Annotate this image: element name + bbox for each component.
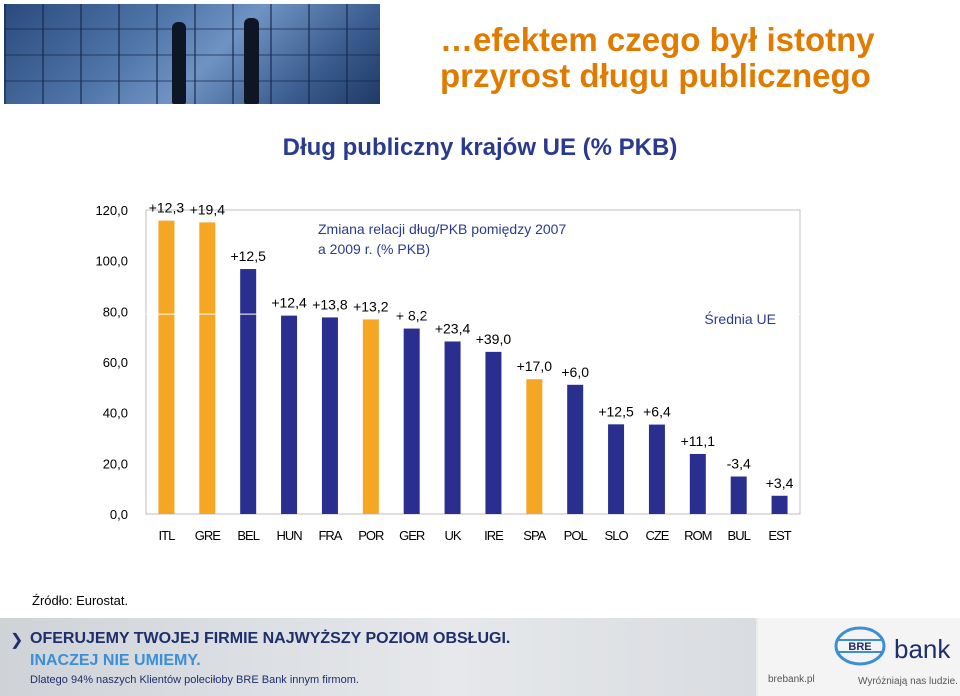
change-label: + 8,2 [396,308,428,324]
y-tick-label: 20,0 [103,456,128,471]
chart-title: Dług publiczny krajów UE (% PKB) [282,134,678,161]
source-note: Źródło: Eurostat. [32,593,129,608]
bar-por [362,319,379,514]
x-tick-label: FRA [318,528,342,543]
bank-slogan: Wyróżniają nas ludzie. [858,676,958,687]
x-tick-label: SPA [523,528,546,543]
x-tick-label: SLO [605,528,629,543]
x-tick-label: IRE [484,528,504,543]
person-silhouette-right [244,18,259,104]
x-tick-label: GER [399,528,425,543]
bar-itl [158,220,175,514]
bar-est [771,495,788,514]
x-tick-label: UK [445,528,462,543]
change-label: +39,0 [476,331,512,347]
change-label: -3,4 [727,456,751,472]
change-label: +12,4 [271,295,307,311]
bar-rom [689,453,706,514]
y-tick-label: 80,0 [103,304,128,319]
change-label: +11,1 [681,433,716,449]
x-tick-label: CZE [645,528,669,543]
y-tick-label: 120,0 [95,203,128,218]
footer-line3: Dlatego 94% naszych Klientów poleciłoby … [30,674,359,686]
bank-name: bank [894,634,951,664]
bar-hun [281,315,298,514]
x-tick-label: EST [768,528,791,543]
change-label: +3,4 [766,475,794,491]
svg-text:BRE: BRE [848,641,871,653]
average-label: Średnia UE [704,310,776,327]
bar-gre [199,222,216,514]
annotation-line2: a 2009 r. (% PKB) [318,241,430,257]
y-tick-label: 100,0 [95,254,128,269]
y-tick-label: 0,0 [110,507,128,522]
y-tick-label: 40,0 [103,406,128,421]
bar-spa [526,379,543,514]
plot-frame [145,209,801,515]
x-tick-label: ROM [684,528,712,543]
bar-uk [444,341,461,514]
change-label: +12,5 [598,403,634,419]
bre-bank-logo-icon: BRE [834,626,886,666]
x-tick-label: GRE [195,528,222,543]
footer-ad: ❯ OFERUJEMY TWOJEJ FIRMIE NAJWYŻSZY POZI… [0,618,756,696]
headline-line1: …efektem czego był istotny [440,21,875,58]
y-tick-label: 60,0 [103,355,128,370]
annotation-line1: Zmiana relacji dług/PKB pomiędzy 2007 [318,221,566,237]
x-tick-label: POR [358,528,384,543]
bank-url[interactable]: brebank.pl [768,674,815,685]
bar-bul [730,476,747,514]
bar-ger [403,328,420,514]
x-tick-label: BEL [237,528,259,543]
bar-pol [567,384,584,514]
bar-bel [240,269,257,514]
bar-ire [485,351,502,514]
footer-line2: INACZEJ NIE UMIEMY. [30,652,201,669]
x-tick-label: HUN [276,528,302,543]
bar-fra [321,317,338,514]
annotation-box [312,214,628,264]
x-tick-label: ITL [159,528,176,543]
bar-cze [648,424,665,514]
change-label: +23,4 [435,320,471,336]
footer-line1: OFERUJEMY TWOJEJ FIRMIE NAJWYŻSZY POZIOM… [30,630,511,647]
change-label: +17,0 [517,358,553,374]
chevron-right-icon: ❯ [10,632,24,649]
person-silhouette-left [172,22,186,104]
banner-photo [4,4,380,104]
change-label: +13,8 [312,296,348,312]
bank-panel: BRE bank brebank.pl Wyróżniają nas ludzi… [758,618,960,696]
bar-slo [608,424,625,514]
change-label: +12,3 [149,200,185,216]
footer-banner: ❯ OFERUJEMY TWOJEJ FIRMIE NAJWYŻSZY POZI… [0,618,960,696]
change-label: +6,4 [643,404,671,420]
debt-bar-chart: 0,0 20,0 40,0 60,0 80,0 100,0 120,0 ITL +12,3 GRE… [95,200,801,543]
headline: …efektem czego był istotny przyrost dług… [440,22,875,94]
change-label: +13,2 [353,298,389,314]
headline-line2: przyrost długu publicznego [440,57,871,94]
x-tick-label: POL [564,528,588,543]
change-label: +6,0 [561,364,589,380]
x-tick-label: BUL [728,528,751,543]
office-window-grid [4,4,380,104]
change-label: +19,4 [190,201,226,217]
change-label: +12,5 [230,248,266,264]
